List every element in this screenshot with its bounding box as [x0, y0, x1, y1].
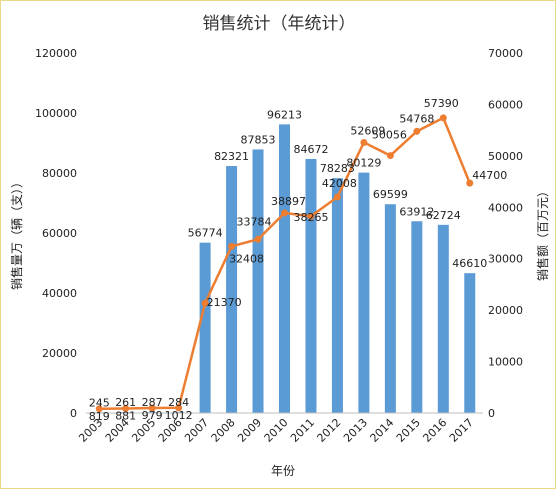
- bar-value-label: 69599: [373, 188, 408, 201]
- line-value-label: 32408: [229, 252, 264, 265]
- right-axis-title: 销售额（百万元）: [535, 185, 550, 281]
- x-tick-label: 2013: [341, 416, 370, 445]
- x-tick-label: 2010: [262, 416, 291, 445]
- line-series: [95, 114, 474, 413]
- bar-2012: [331, 178, 343, 413]
- bar-value-label: 87853: [241, 133, 276, 146]
- left-tick-label: 100000: [35, 107, 77, 120]
- left-tick-label: 0: [70, 407, 77, 420]
- line-point-2013: [360, 138, 368, 146]
- x-tick-label: 2011: [288, 416, 317, 445]
- line-value-label: 44700: [472, 169, 507, 182]
- line-point-2017: [466, 179, 474, 187]
- bar-value-label: 78283: [320, 162, 355, 175]
- line-value-label: 57390: [424, 97, 459, 110]
- bar-value-label: 84672: [293, 143, 328, 156]
- bar-2011: [305, 158, 317, 413]
- x-tick-label: 2009: [235, 416, 264, 445]
- bar-value-label: 82321: [214, 150, 249, 163]
- left-tick-label: 120000: [35, 47, 77, 60]
- line-point-2015: [413, 127, 421, 135]
- x-tick-label: 2012: [315, 416, 344, 445]
- x-tick-label: 2017: [447, 416, 476, 445]
- line-point-2010: [281, 209, 288, 217]
- line-point-2005: [148, 404, 156, 412]
- line-point-2003: [95, 405, 103, 413]
- bar-value-label: 80129: [346, 157, 381, 170]
- chart-title: 销售统计（年统计）: [203, 14, 356, 34]
- x-tick-label: 2016: [420, 416, 449, 445]
- x-tick-label: 2008: [209, 416, 238, 445]
- line-value-label: 21370: [207, 296, 242, 309]
- line-value-label: 38897: [271, 195, 306, 208]
- bar-2017: [464, 273, 476, 413]
- bar-value-label: 56774: [188, 227, 223, 240]
- line-point-2016: [439, 114, 447, 122]
- x-tick-label: 2015: [394, 416, 423, 445]
- line-point-2011: [307, 212, 315, 220]
- left-axis-title: 销售量万（辆（支））: [9, 176, 24, 290]
- bar-value-label: 245: [89, 396, 110, 409]
- line-value-label: 42008: [322, 177, 357, 190]
- bar-2014: [384, 204, 396, 413]
- bar-value-label: 261: [115, 396, 136, 409]
- left-tick-label: 60000: [42, 227, 77, 240]
- left-tick-label: 40000: [42, 287, 77, 300]
- left-tick-label: 20000: [42, 347, 77, 360]
- right-tick-label: 20000: [488, 304, 523, 317]
- line-value-label: 38265: [293, 211, 328, 224]
- bar-value-label: 62724: [426, 209, 461, 222]
- right-tick-label: 10000: [488, 356, 523, 369]
- line-point-2007: [201, 299, 209, 307]
- right-tick-label: 60000: [488, 98, 523, 111]
- line-value-label: 54768: [399, 112, 434, 125]
- right-tick-label: 0: [488, 407, 495, 420]
- right-tick-label: 70000: [488, 47, 523, 60]
- line-value-label: 881: [115, 409, 136, 422]
- right-tick-label: 30000: [488, 253, 523, 266]
- bar-2013: [358, 172, 370, 413]
- x-tick-label: 2014: [367, 416, 396, 445]
- left-tick-label: 80000: [42, 167, 77, 180]
- line-value-label: 52609: [350, 124, 385, 137]
- bar-2008: [226, 166, 238, 413]
- bar-value-label: 46610: [452, 257, 487, 270]
- bar-2009: [252, 149, 264, 414]
- line-point-2014: [386, 152, 394, 160]
- bar-2010: [279, 124, 290, 414]
- line-value-label: 1012: [165, 409, 193, 422]
- line-point-2012: [333, 193, 341, 201]
- bar-value-label: 287: [142, 396, 163, 409]
- line-point-2004: [122, 404, 130, 412]
- bar-series: [93, 124, 476, 414]
- data-labels: 245 261 287 284 56774 82321 87853 96213 84672 782…: [89, 97, 508, 423]
- bar-value-label: 96213: [267, 108, 302, 121]
- line-value-label: 979: [142, 409, 163, 422]
- line-value-label: 33784: [237, 215, 272, 228]
- bar-2015: [411, 221, 423, 413]
- bar-value-label: 63912: [399, 205, 434, 218]
- line-point-2008: [228, 242, 236, 250]
- line-point-2006: [175, 404, 183, 412]
- right-tick-label: 40000: [488, 201, 523, 214]
- x-axis-title: 年份: [271, 464, 295, 478]
- bar-2007: [199, 242, 211, 413]
- bar-2016: [437, 224, 449, 413]
- right-tick-label: 50000: [488, 150, 523, 163]
- line-value-label: 50056: [372, 129, 407, 142]
- line-value-label: 819: [89, 410, 110, 423]
- line-point-2009: [254, 235, 262, 243]
- bar-value-label: 284: [168, 396, 189, 409]
